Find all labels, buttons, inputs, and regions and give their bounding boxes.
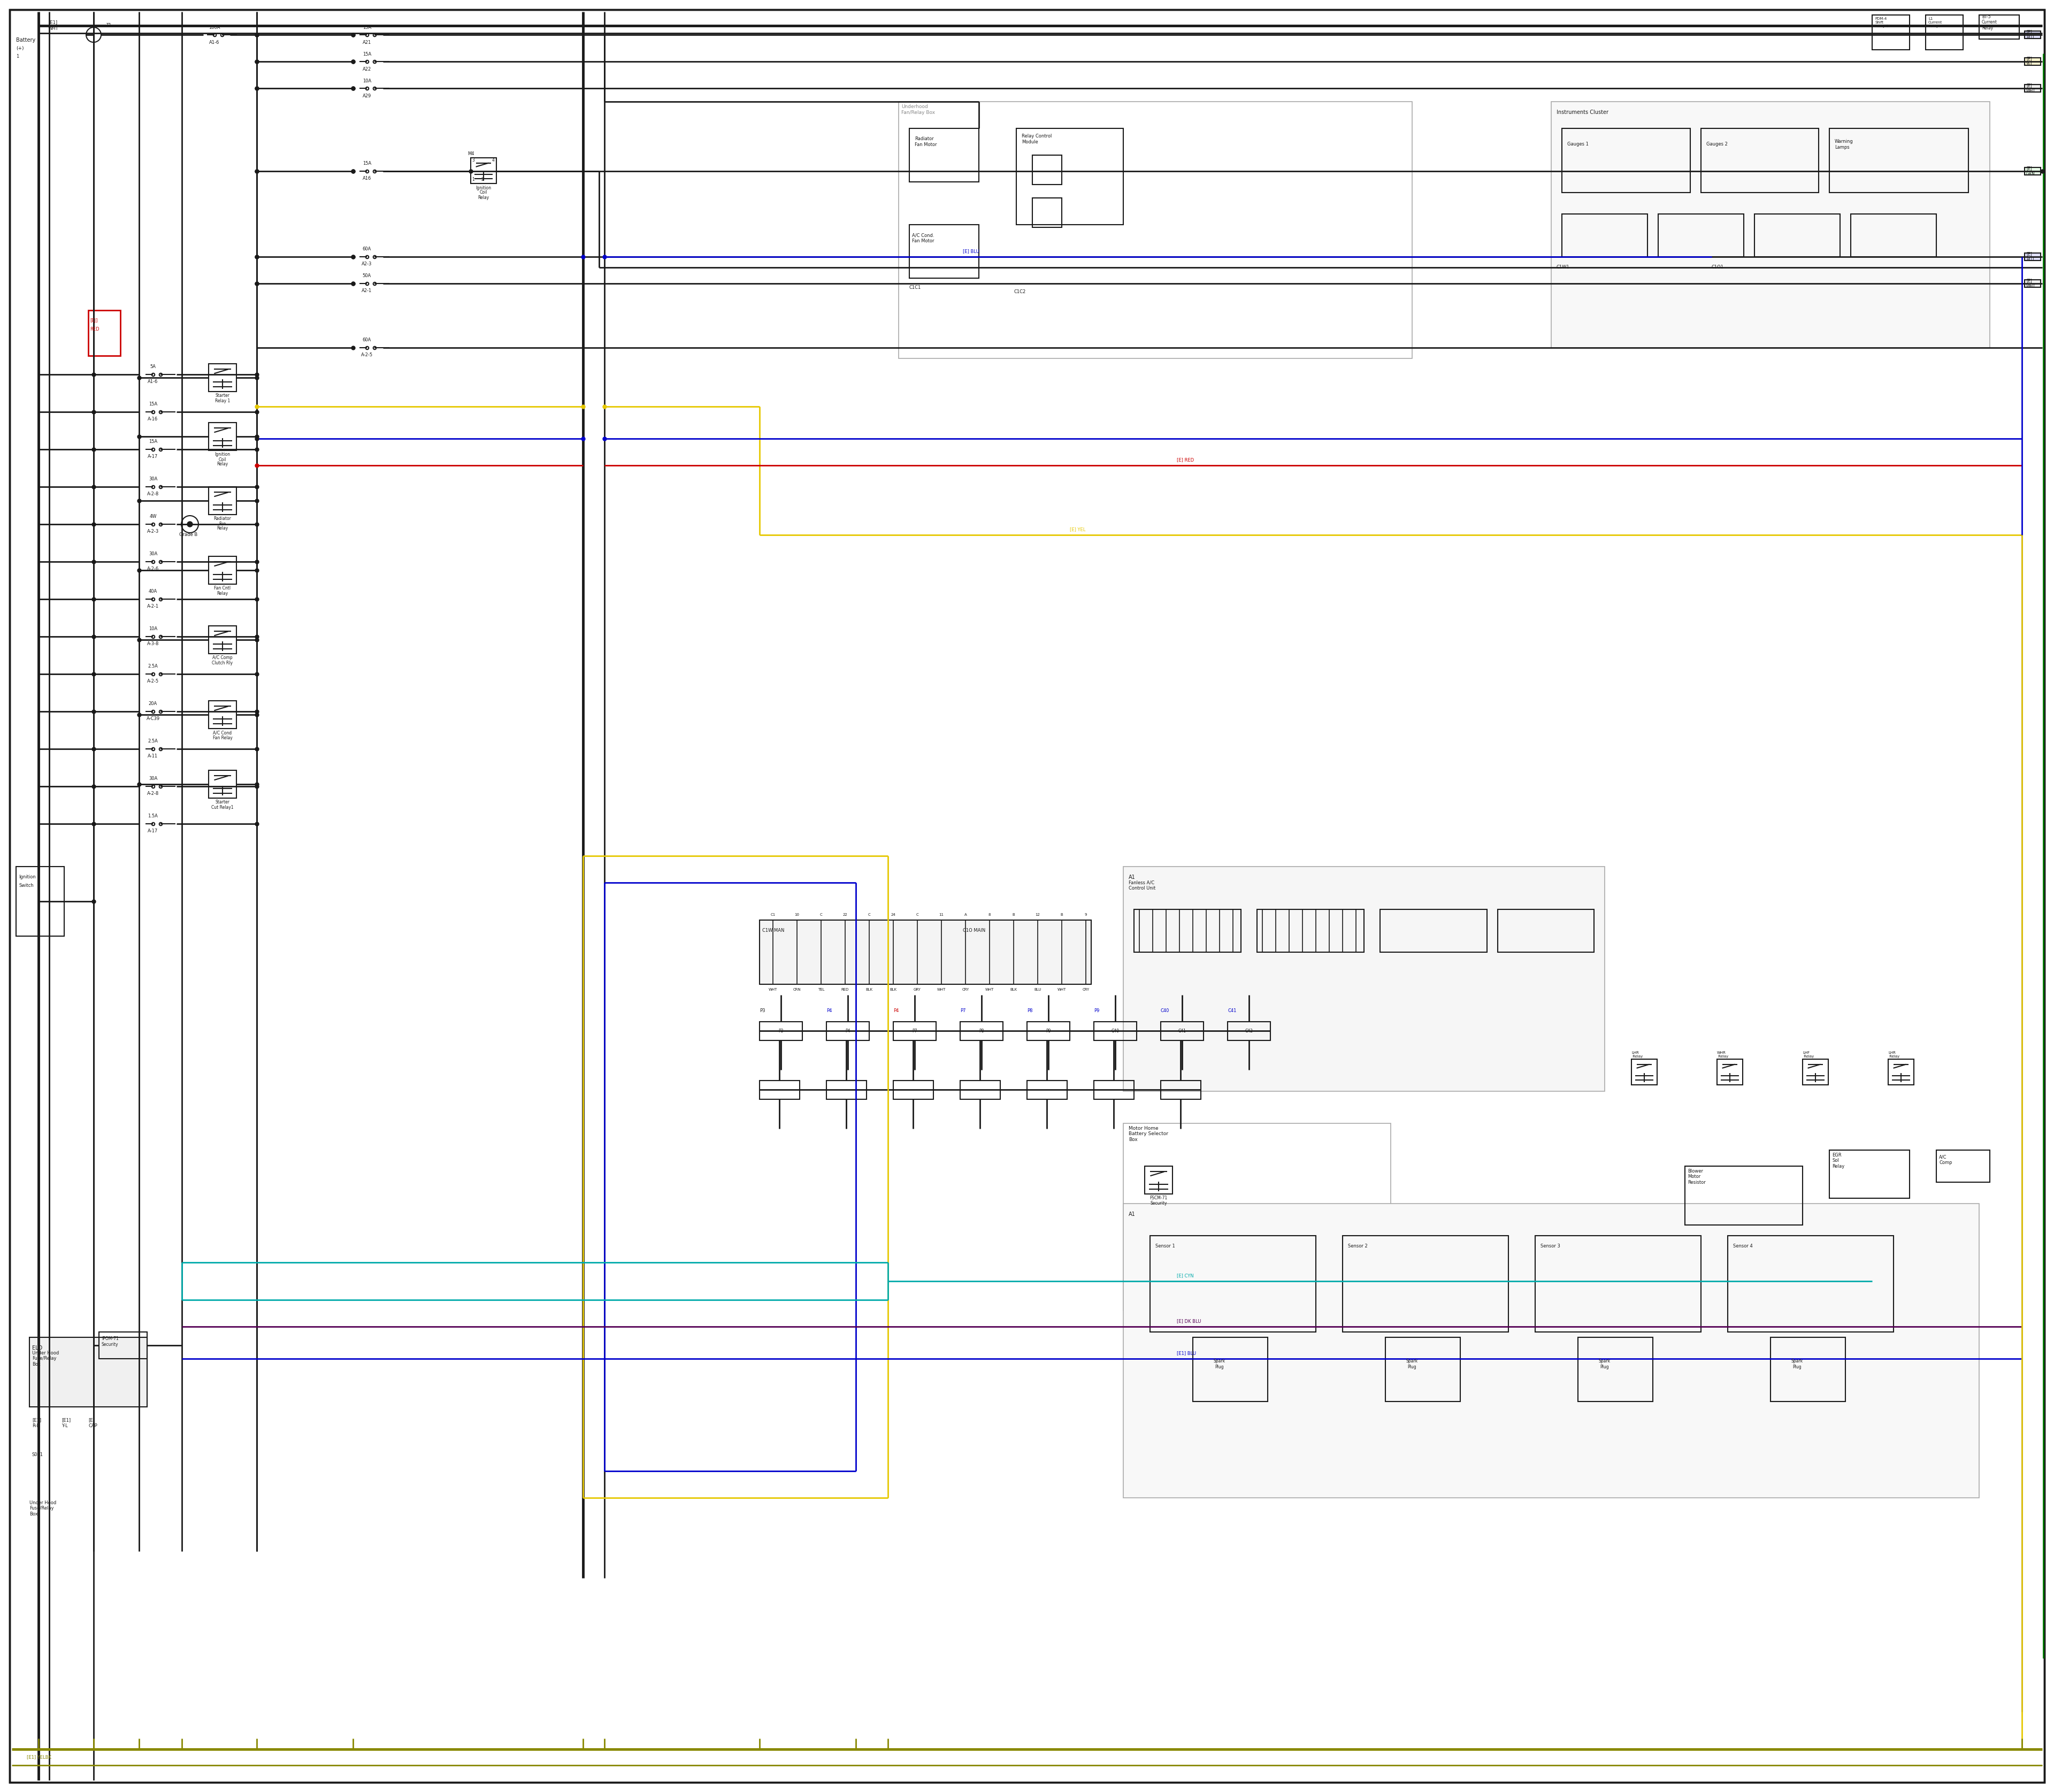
Text: [E]
BLU: [E] BLU (2025, 251, 2033, 262)
Bar (1771, 1337, 1844, 1401)
Bar (1193, 1337, 1267, 1401)
Text: [E]
GRN: [E] GRN (2025, 167, 2036, 176)
Text: [E]
BLU: [E] BLU (2025, 30, 2033, 39)
Text: Fan Cntl: Fan Cntl (214, 586, 230, 591)
Text: Coil: Coil (218, 457, 226, 462)
Text: A-2-5: A-2-5 (362, 353, 374, 358)
Bar (1095, 1081, 1134, 1098)
Text: L1
Current
Relay: L1 Current Relay (1929, 18, 1943, 29)
Text: C1O1: C1O1 (1711, 265, 1723, 271)
Text: [E1]
Y-L: [E1] Y-L (62, 1417, 70, 1428)
Bar (1888, 1059, 1914, 1084)
Text: WHT: WHT (986, 987, 994, 991)
Text: Security: Security (1150, 1201, 1167, 1206)
Bar (1161, 1081, 1202, 1098)
Text: Starter: Starter (216, 394, 230, 398)
Bar (1027, 1081, 1068, 1098)
Text: [E] CYN: [E] CYN (1177, 1274, 1193, 1278)
Text: A29: A29 (364, 93, 372, 99)
Bar (470, 158, 497, 183)
Bar (1577, 1337, 1653, 1401)
Bar (1017, 129, 1124, 224)
Text: A/C
Comp: A/C Comp (1939, 1154, 1951, 1165)
Bar (826, 1081, 867, 1098)
Bar (910, 224, 980, 278)
Text: 30A: 30A (148, 477, 158, 482)
Text: 2: 2 (481, 177, 485, 183)
Bar (1830, 1150, 1910, 1199)
Bar (1684, 1167, 1803, 1226)
Text: Relay Control
Module: Relay Control Module (1021, 134, 1052, 145)
Text: P4: P4 (893, 1009, 900, 1014)
Bar (1717, 1059, 1742, 1084)
Bar (1027, 1021, 1070, 1041)
Text: C41: C41 (1179, 1029, 1185, 1034)
Text: Ignition: Ignition (216, 452, 230, 457)
Bar (1380, 909, 1487, 952)
Text: C1: C1 (770, 914, 776, 916)
Text: A-2-6: A-2-6 (148, 566, 158, 572)
Text: BLK: BLK (1011, 987, 1017, 991)
Text: Motor Home
Battery Selector
Box: Motor Home Battery Selector Box (1128, 1125, 1169, 1142)
Text: Under Hood
Fuse/Relay
Box: Under Hood Fuse/Relay Box (33, 1351, 60, 1367)
Text: 10A: 10A (364, 79, 372, 82)
Bar (1095, 1021, 1136, 1041)
Text: A-17: A-17 (148, 455, 158, 459)
Bar (760, 919, 1091, 984)
Bar (760, 1021, 803, 1041)
Text: 15A: 15A (364, 25, 372, 30)
Text: [E] YEL: [E] YEL (1070, 527, 1085, 532)
Text: WHT: WHT (1058, 987, 1066, 991)
Bar (1124, 1204, 1980, 1498)
Text: Relay: Relay (218, 527, 228, 530)
Bar (1551, 102, 1990, 348)
Bar (959, 1081, 1000, 1098)
Bar (1343, 1236, 1508, 1331)
Text: Relay 1: Relay 1 (216, 398, 230, 403)
Text: C1W MAN: C1W MAN (762, 928, 785, 934)
Bar (1851, 213, 1937, 256)
Text: 4W: 4W (150, 514, 156, 520)
Text: A-2-3: A-2-3 (148, 529, 158, 534)
Bar (1033, 197, 1062, 228)
Text: EGR
Sol
Relay: EGR Sol Relay (1832, 1152, 1844, 1168)
Text: B: B (1060, 914, 1064, 916)
Bar (210, 487, 236, 514)
Text: A21: A21 (364, 39, 372, 45)
Text: P8: P8 (1027, 1009, 1033, 1014)
Text: Grade B: Grade B (179, 532, 197, 538)
Bar (16, 867, 64, 935)
Text: 24: 24 (891, 914, 896, 916)
Bar (210, 771, 236, 797)
Bar (210, 423, 236, 450)
Bar (1150, 1236, 1317, 1331)
Text: A-2-1: A-2-1 (148, 604, 158, 609)
Text: [E1]: [E1] (47, 20, 58, 25)
Bar (99, 1331, 148, 1358)
Bar (1701, 129, 1818, 192)
Text: Radiator: Radiator (214, 516, 232, 521)
Text: 10: 10 (795, 914, 799, 916)
Bar (1658, 213, 1744, 256)
Text: Fan: Fan (220, 521, 226, 527)
Text: 2.5A: 2.5A (148, 738, 158, 744)
Text: Warning
Lamps: Warning Lamps (1834, 140, 1853, 149)
Text: Cut Relay1: Cut Relay1 (212, 805, 234, 810)
Text: 8: 8 (988, 914, 990, 916)
Bar (1830, 129, 1968, 192)
Bar (2025, 84, 2040, 91)
Text: 15A: 15A (148, 401, 158, 407)
Text: P7: P7 (912, 1029, 918, 1034)
Text: C42: C42 (1245, 1029, 1253, 1034)
Text: 15A: 15A (364, 52, 372, 56)
Bar (1124, 1124, 1391, 1310)
Text: Sensor 3: Sensor 3 (1540, 1244, 1561, 1249)
Bar (1803, 1059, 1828, 1084)
Text: BT-5
Current
Relay: BT-5 Current Relay (1982, 14, 1996, 30)
Text: CRY: CRY (1082, 987, 1089, 991)
Text: P3: P3 (760, 1009, 766, 1014)
Text: A-16: A-16 (148, 418, 158, 421)
Bar (88, 310, 121, 357)
Text: [E1] YELBK: [E1] YELBK (27, 1754, 51, 1760)
Text: C: C (916, 914, 918, 916)
